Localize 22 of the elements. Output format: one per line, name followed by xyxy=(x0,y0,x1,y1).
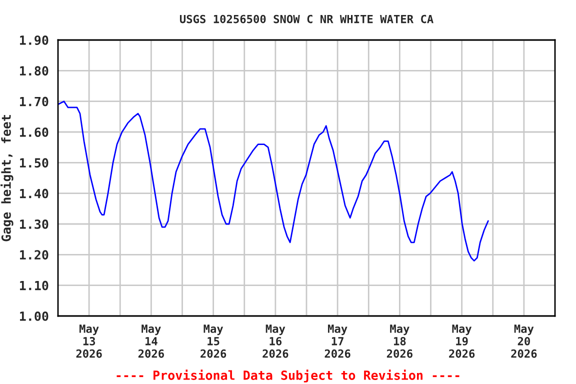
y-tick-label: 1.10 xyxy=(20,280,48,290)
y-tick-label: 1.80 xyxy=(20,66,48,76)
x-tick-label: May 14 2026 xyxy=(138,324,164,358)
y-tick-label: 1.30 xyxy=(20,219,48,229)
y-tick-label: 1.60 xyxy=(20,127,48,137)
text: ---- Provisional Data Subject to Revision ---- xyxy=(116,370,460,382)
x-tick-label: May 18 2026 xyxy=(386,324,412,358)
x-tick-label: May 20 2026 xyxy=(511,324,537,358)
y-axis-title: Gage height, feet xyxy=(0,115,14,242)
y-tick-label: 1.50 xyxy=(20,158,48,168)
y-tick-label: 1.70 xyxy=(20,96,48,106)
y-tick-label: 1.00 xyxy=(20,311,48,321)
y-tick-label: 1.40 xyxy=(20,188,48,198)
x-tick-label: May 13 2026 xyxy=(76,324,102,358)
x-tick-label: May 15 2026 xyxy=(200,324,226,358)
x-tick-label: May 19 2026 xyxy=(449,324,475,358)
chart-title: USGS 10256500 SNOW C NR WHITE WATER CA xyxy=(180,14,434,24)
x-tick-label: May 17 2026 xyxy=(324,324,350,358)
x-tick-label: May 16 2026 xyxy=(262,324,288,358)
y-tick-label: 1.20 xyxy=(20,250,48,260)
y-tick-label: 1.90 xyxy=(20,35,48,45)
line-series xyxy=(58,100,489,262)
